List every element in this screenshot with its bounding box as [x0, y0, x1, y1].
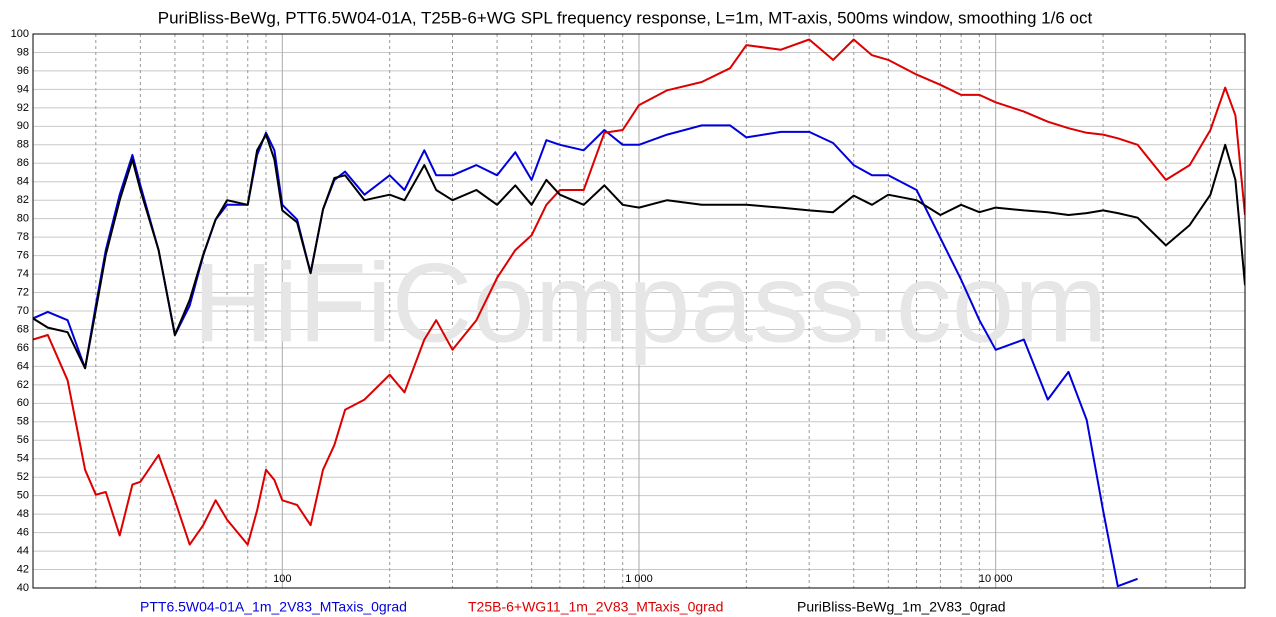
y-tick-label: 96	[17, 65, 29, 77]
legend-entry: PTT6.5W04-01A_1m_2V83_MTaxis_0grad	[140, 599, 407, 615]
plot-lines	[33, 38, 1245, 588]
y-tick-label: 82	[17, 194, 29, 206]
legend-entry: PuriBliss-BeWg_1m_2V83_0grad	[797, 599, 1006, 615]
series-line	[33, 133, 1245, 370]
y-tick-label: 94	[17, 83, 29, 95]
y-tick-label: 86	[17, 157, 29, 169]
y-tick-label: 44	[17, 545, 29, 557]
y-tick-label: 70	[17, 305, 29, 317]
y-tick-label: 50	[17, 490, 29, 502]
y-tick-label: 60	[17, 397, 29, 409]
x-tick-label: 10 000	[979, 573, 1013, 585]
y-tick-label: 66	[17, 342, 29, 354]
x-tick-label: 100	[273, 573, 291, 585]
y-tick-label: 80	[17, 213, 29, 225]
y-tick-label: 68	[17, 323, 29, 335]
y-tick-label: 42	[17, 563, 29, 575]
y-tick-label: 76	[17, 250, 29, 262]
y-tick-label: 74	[17, 268, 29, 280]
y-tick-label: 72	[17, 286, 29, 298]
y-tick-label: 98	[17, 46, 29, 58]
x-tick-label: 1 000	[625, 573, 653, 585]
watermark: HiFiCompass.com	[193, 241, 1108, 366]
y-tick-label: 88	[17, 139, 29, 151]
y-tick-label: 56	[17, 434, 29, 446]
series-line	[33, 38, 1245, 546]
labels: 40 42 44 46 48 50 52 54 56 58 60 62 64 66 68 70 72 74 76 78…	[11, 28, 1013, 615]
y-tick-label: 64	[17, 360, 29, 372]
y-tick-label: 62	[17, 379, 29, 391]
legend-entry: T25B-6+WG11_1m_2V83_MTaxis_0grad	[468, 599, 723, 615]
y-tick-label: 40	[17, 582, 29, 594]
y-tick-label: 92	[17, 102, 29, 114]
y-tick-label: 58	[17, 416, 29, 428]
y-tick-label: 46	[17, 527, 29, 539]
y-tick-label: 90	[17, 120, 29, 132]
y-tick-label: 54	[17, 453, 29, 465]
y-tick-label: 100	[11, 28, 29, 40]
y-tick-label: 52	[17, 471, 29, 483]
grid	[33, 33, 1245, 589]
y-tick-label: 78	[17, 231, 29, 243]
y-tick-label: 48	[17, 508, 29, 520]
chart-title: PuriBliss-BeWg, PTT6.5W04-01A, T25B-6+WG…	[158, 8, 1093, 27]
plot-frame	[32, 33, 1246, 589]
y-tick-label: 84	[17, 176, 29, 188]
